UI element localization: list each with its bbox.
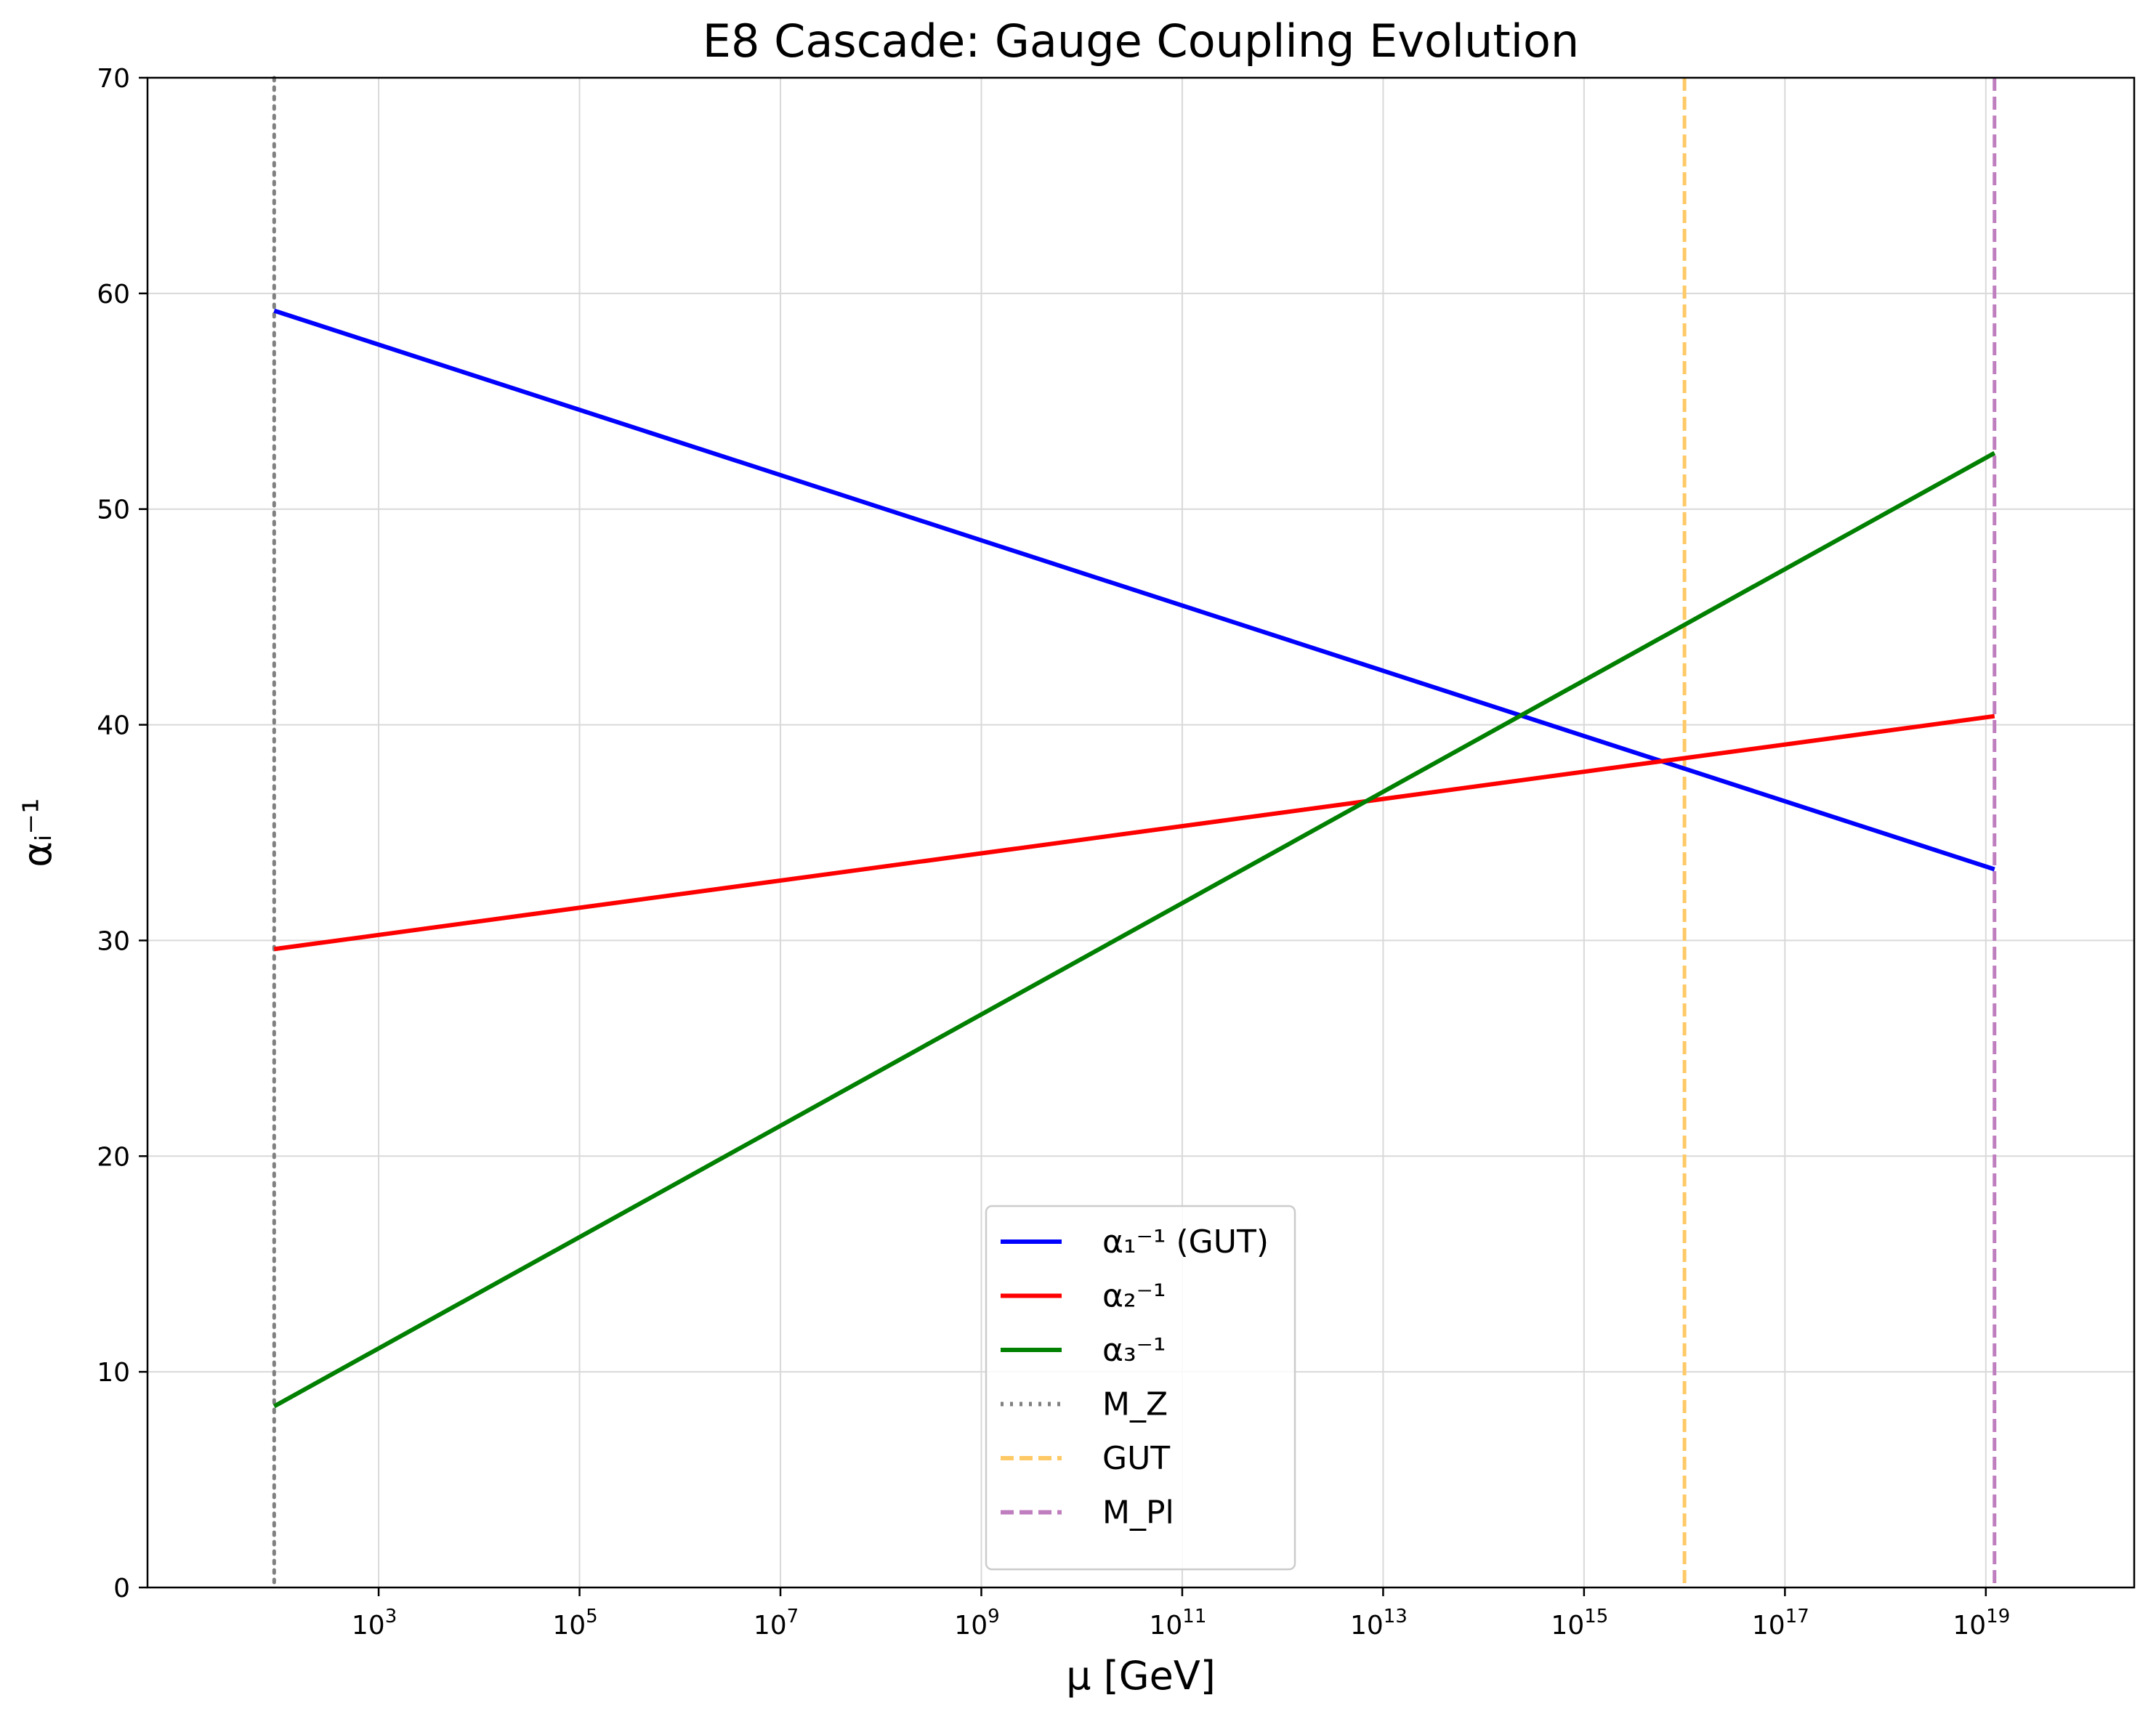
- x-tick-label: 1013: [1350, 1606, 1408, 1641]
- legend-label: α₃⁻¹: [1102, 1332, 1166, 1369]
- x-tick-label: 1019: [1953, 1606, 2010, 1641]
- y-tick-label: 50: [97, 496, 130, 525]
- legend-label: M_Pl: [1102, 1494, 1174, 1532]
- legend: α₁⁻¹ (GUT) α₂⁻¹ α₃⁻¹ M_Z GUT M_Pl: [985, 1205, 1296, 1571]
- x-tick-label: 107: [754, 1606, 799, 1641]
- y-tick-label: 40: [97, 711, 130, 741]
- chart-title: E8 Cascade: Gauge Coupling Evolution: [703, 15, 1579, 68]
- series-line-alpha1: [273, 308, 1995, 872]
- legend-label: α₁⁻¹ (GUT): [1102, 1223, 1269, 1261]
- x-tick-label: 1015: [1551, 1606, 1608, 1641]
- x-tick-label: 109: [954, 1606, 999, 1641]
- plot-frame: [146, 76, 2136, 1589]
- series-line-alpha3: [272, 450, 1996, 1409]
- y-tick-label: 30: [97, 926, 130, 956]
- y-tick-label: 70: [97, 64, 130, 94]
- legend-label: M_Z: [1102, 1386, 1168, 1423]
- y-tick-label: 20: [97, 1142, 130, 1172]
- x-tick-label: 103: [352, 1606, 397, 1641]
- x-axis-label: μ [GeV]: [1066, 1653, 1216, 1699]
- y-tick-label: 60: [97, 280, 130, 310]
- y-axis-label: αᵢ⁻¹: [15, 798, 60, 867]
- x-tick-label: 1017: [1752, 1606, 1809, 1641]
- x-tick-label: 105: [552, 1606, 597, 1641]
- legend-label: α₂⁻¹: [1102, 1278, 1166, 1315]
- series-line-alpha2: [273, 713, 1995, 952]
- y-tick-label: 10: [97, 1358, 130, 1388]
- y-tick-label: 0: [113, 1574, 130, 1603]
- x-tick-label: 1011: [1149, 1606, 1206, 1641]
- axis-ticks: 0 10 20 30 40 50 60 70 103 105 107 109 1011 1013 1015 1…: [97, 64, 2010, 1641]
- legend-frame: [985, 1205, 1296, 1571]
- plot-lines: [272, 76, 1997, 1590]
- legend-label: GUT: [1102, 1440, 1170, 1477]
